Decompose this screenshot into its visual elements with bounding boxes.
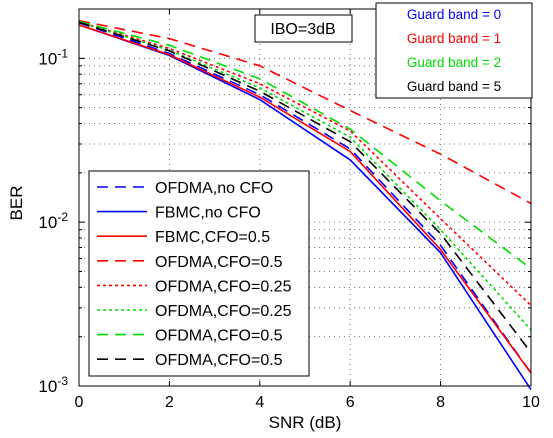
guard-band-box bbox=[375, 2, 533, 99]
axis-ticks: 0 2 4 6 8 10 10-1 10-2 10-3 bbox=[38, 8, 540, 411]
guard-band-label: Guard band = 1 bbox=[407, 31, 501, 46]
x-tick-label: 10 bbox=[522, 394, 540, 411]
legend-label: OFDMA,CFO=0.5 bbox=[155, 352, 283, 369]
ibo-annotation: IBO=3dB bbox=[254, 14, 353, 43]
legend-label: OFDMA,CFO=0.25 bbox=[155, 278, 292, 295]
series-line bbox=[78, 21, 532, 307]
legend-label: OFDMA,no CFO bbox=[155, 180, 273, 197]
series-line bbox=[78, 20, 532, 270]
series-line bbox=[78, 21, 532, 374]
legend-label: OFDMA,CFO=0.25 bbox=[155, 303, 292, 320]
y-axis-label: BER bbox=[7, 186, 26, 221]
x-tick-label: 6 bbox=[346, 394, 355, 411]
plot-area-frame bbox=[78, 8, 532, 387]
x-tick-label: 2 bbox=[165, 394, 174, 411]
series-line bbox=[78, 19, 532, 205]
guard-band-label: Guard band = 0 bbox=[407, 7, 501, 22]
x-tick-label: 4 bbox=[255, 394, 264, 411]
guard-band-legend: Guard band = 0 Guard band = 1 Guard band =… bbox=[375, 2, 533, 99]
series-line bbox=[78, 24, 532, 374]
legend-label: FBMC,CFO=0.5 bbox=[155, 229, 270, 246]
legend-label: OFDMA,CFO=0.5 bbox=[155, 254, 283, 271]
ibo-annotation-text: IBO=3dB bbox=[270, 21, 335, 38]
x-tick-label: 8 bbox=[436, 394, 445, 411]
ibo-annotation-box bbox=[254, 14, 353, 43]
y-tick-label: 10-2 bbox=[38, 210, 68, 232]
guard-band-label: Guard band = 5 bbox=[407, 79, 501, 94]
guard-band-label: Guard band = 2 bbox=[407, 55, 501, 70]
legend-label: OFDMA,CFO=0.5 bbox=[155, 328, 283, 345]
x-tick-label: 0 bbox=[75, 394, 84, 411]
legend-label: FBMC,no CFO bbox=[155, 205, 261, 222]
x-axis-label: SNR (dB) bbox=[269, 413, 342, 432]
series-lines bbox=[78, 19, 532, 391]
y-tick-label: 10-1 bbox=[38, 46, 68, 68]
legend-box bbox=[88, 170, 310, 377]
series-line bbox=[78, 21, 532, 354]
series-legend: OFDMA,no CFO FBMC,no CFO FBMC,CFO=0.5 OFDMA… bbox=[88, 170, 310, 377]
y-tick-label: 10-3 bbox=[38, 374, 68, 396]
